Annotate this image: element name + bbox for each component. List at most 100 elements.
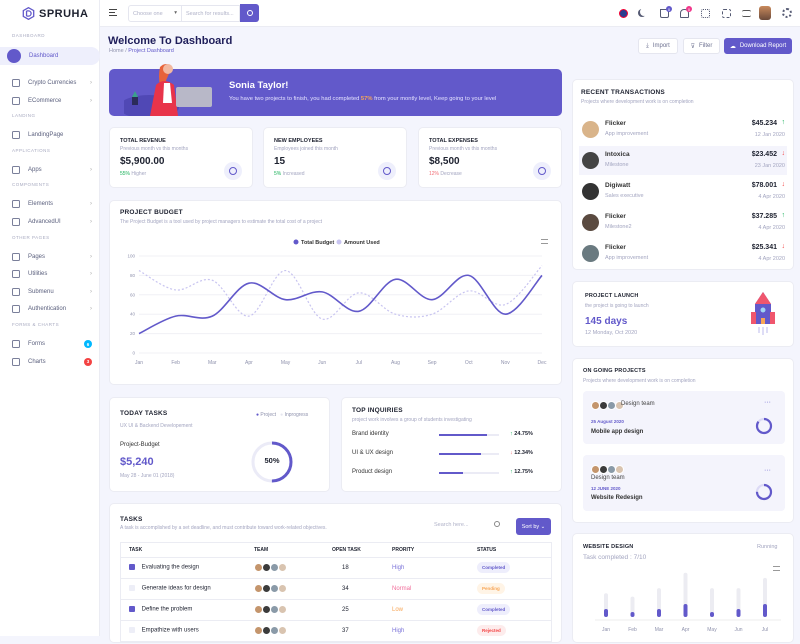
logo[interactable]: SPRUHA xyxy=(22,7,88,20)
user-avatar[interactable] xyxy=(759,6,771,20)
chart-menu-icon[interactable] xyxy=(541,239,548,244)
arrow-up-icon: ↑ xyxy=(510,469,513,475)
project-item[interactable]: Design team ··· 12 JUNE 2020 Website Red… xyxy=(583,455,785,511)
notification-icon[interactable]: 0 xyxy=(680,6,692,18)
sort-by-button[interactable]: Sort by ⌄ xyxy=(516,518,551,535)
transaction-item[interactable]: Digiwatt Sales executive $78.001 ↓ 4 Apr… xyxy=(579,177,787,206)
sidebar-item-landingpage[interactable]: LandingPage xyxy=(0,127,100,143)
chart-menu-icon[interactable] xyxy=(773,566,780,571)
authentication-icon xyxy=(12,305,20,314)
sidebar-item-apps[interactable]: Apps › xyxy=(0,162,100,178)
sidebar-item-forms[interactable]: Forms 6 xyxy=(0,336,100,352)
today-title: TODAY TASKS xyxy=(120,410,168,417)
category-select[interactable]: Choose one ▾ xyxy=(128,5,182,22)
x-tick-label: Jul xyxy=(762,627,768,633)
sidebar-item-ecommerce[interactable]: ECommerce › xyxy=(0,93,100,109)
open-task-count: 25 xyxy=(324,598,384,620)
table-row[interactable]: Evaluating the design 18 High Completed xyxy=(121,556,551,578)
sidebar-category: FORMS & CHARTS xyxy=(12,322,60,327)
transaction-role: App improvement xyxy=(605,255,649,261)
sidebar-item-submenu[interactable]: Submenu › xyxy=(0,284,100,300)
x-tick-label: Sep xyxy=(428,360,437,366)
inquiry-change: ↓ 12.34% xyxy=(510,450,533,456)
header: Choose one ▾ Search for results... 0 0 xyxy=(100,0,800,27)
ongoing-projects-card: ON GOING PROJECTS Projects where develop… xyxy=(572,358,794,523)
transaction-amount: $78.001 xyxy=(751,182,777,189)
project-item[interactable]: Design team ··· 25 August 2020 Mobile ap… xyxy=(583,391,785,444)
sidebar-item-utilities[interactable]: Utilities › xyxy=(0,266,100,282)
menu-toggle-icon[interactable] xyxy=(109,9,117,16)
avatar xyxy=(582,183,599,200)
download-report-button[interactable]: ☁ Download Report xyxy=(724,38,792,54)
ongoing-title: ON GOING PROJECTS xyxy=(583,368,646,374)
invoice-icon xyxy=(224,162,242,180)
fullscreen-icon[interactable] xyxy=(722,9,731,18)
column-header[interactable]: STATUS xyxy=(477,546,497,553)
sidebar-item-charts[interactable]: Charts 3 xyxy=(0,354,100,370)
sidebar-item-crypto-currencies[interactable]: Crypto Currencies › xyxy=(0,75,100,91)
column-header[interactable]: TEAM xyxy=(254,546,269,553)
tasks-search-input[interactable]: Search here... xyxy=(428,518,504,532)
stat-card: NEW EMPLOYEES Employees joined this mont… xyxy=(263,127,407,188)
search-input[interactable]: Search for results... xyxy=(182,5,240,22)
task-checkbox[interactable] xyxy=(129,564,135,571)
apps-grid-icon[interactable] xyxy=(701,9,710,18)
task-name: Generate ideas for design xyxy=(141,585,211,592)
team-avatars xyxy=(254,605,324,614)
today-subtitle: UX UI & Backend Developement xyxy=(120,423,193,429)
sidebar-item-elements[interactable]: Elements › xyxy=(0,196,100,212)
import-button[interactable]: ⤓ Import xyxy=(638,38,678,54)
more-options-icon[interactable]: ··· xyxy=(764,399,771,406)
inquiry-label: Brand identity xyxy=(352,431,389,437)
chevron-right-icon: › xyxy=(90,253,92,260)
arrow-down-icon: ↓ xyxy=(781,150,786,157)
settings-gear-icon[interactable] xyxy=(782,8,792,18)
table-row[interactable]: Define the problem 25 Low Completed xyxy=(121,598,551,620)
task-checkbox[interactable] xyxy=(129,627,135,634)
y-tick-label: 60 xyxy=(130,292,136,297)
sidebar-item-dashboard[interactable]: Dashboard xyxy=(0,47,100,65)
avatar xyxy=(582,121,599,138)
sidebar-item-pages[interactable]: Pages › xyxy=(0,249,100,265)
flag-icon[interactable] xyxy=(619,9,628,18)
task-checkbox[interactable] xyxy=(129,585,135,592)
sidebar-item-authentication[interactable]: Authentication › xyxy=(0,301,100,317)
table-row[interactable]: Empathize with users 37 High Rejected xyxy=(121,619,551,641)
table-row[interactable]: Generate ideas for design 34 Normal Pend… xyxy=(121,577,551,599)
task-checkbox[interactable] xyxy=(129,606,135,613)
transaction-item[interactable]: Flicker App improvement $45.234 ↑ 12 Jan… xyxy=(579,115,787,144)
stat-change: 5% Increased xyxy=(274,171,305,177)
transactions-subtitle: Projects where development work is on co… xyxy=(581,99,694,105)
search-button[interactable] xyxy=(240,4,259,22)
filter-button[interactable]: ⊽ Filter xyxy=(683,38,720,54)
more-options-icon[interactable]: ··· xyxy=(764,467,771,474)
x-tick-label: Apr xyxy=(682,627,690,633)
budget-title: PROJECT BUDGET xyxy=(120,209,183,216)
bar-total xyxy=(710,588,714,617)
column-header[interactable]: PRORITY xyxy=(392,546,415,553)
column-header[interactable]: TASK xyxy=(129,546,143,553)
cart-icon[interactable]: 0 xyxy=(660,6,672,18)
inquiry-bar xyxy=(439,434,499,436)
arrow-down-icon: ↓ xyxy=(781,243,786,250)
stat-title: TOTAL EXPENSES xyxy=(429,138,478,144)
banner-percent: 57% xyxy=(360,96,373,102)
transaction-name: Flicker xyxy=(605,244,626,251)
transaction-item[interactable]: Flicker App improvement $25.341 ↓ 4 Apr … xyxy=(579,239,787,268)
download-icon: ⤓ xyxy=(646,42,649,49)
transaction-item[interactable]: Intoxica Milestone $23.452 ↓ 23 Jan 2020 xyxy=(579,146,787,175)
inquiry-label: UI & UX design xyxy=(352,450,394,456)
table-header: TASK TEAM OPEN TASK PRORITY STATUS xyxy=(121,543,551,557)
x-tick-label: Apr xyxy=(245,360,253,366)
bar-completed xyxy=(630,612,635,617)
transaction-item[interactable]: Flicker Milestone2 $37.285 ↑ 4 Apr 2020 xyxy=(579,208,787,237)
stat-change: 12% Decrease xyxy=(429,171,462,177)
dark-mode-icon[interactable] xyxy=(640,8,648,16)
column-header[interactable]: OPEN TASK xyxy=(332,546,361,553)
breadcrumb-home[interactable]: Home xyxy=(109,48,124,54)
sidebar-toggle-icon[interactable] xyxy=(742,10,751,17)
transaction-name: Intoxica xyxy=(605,151,630,158)
project-name: Website Redesign xyxy=(591,495,643,501)
sidebar-item-advancedui[interactable]: AdvancedUI › xyxy=(0,214,100,230)
dollar-icon xyxy=(533,162,551,180)
